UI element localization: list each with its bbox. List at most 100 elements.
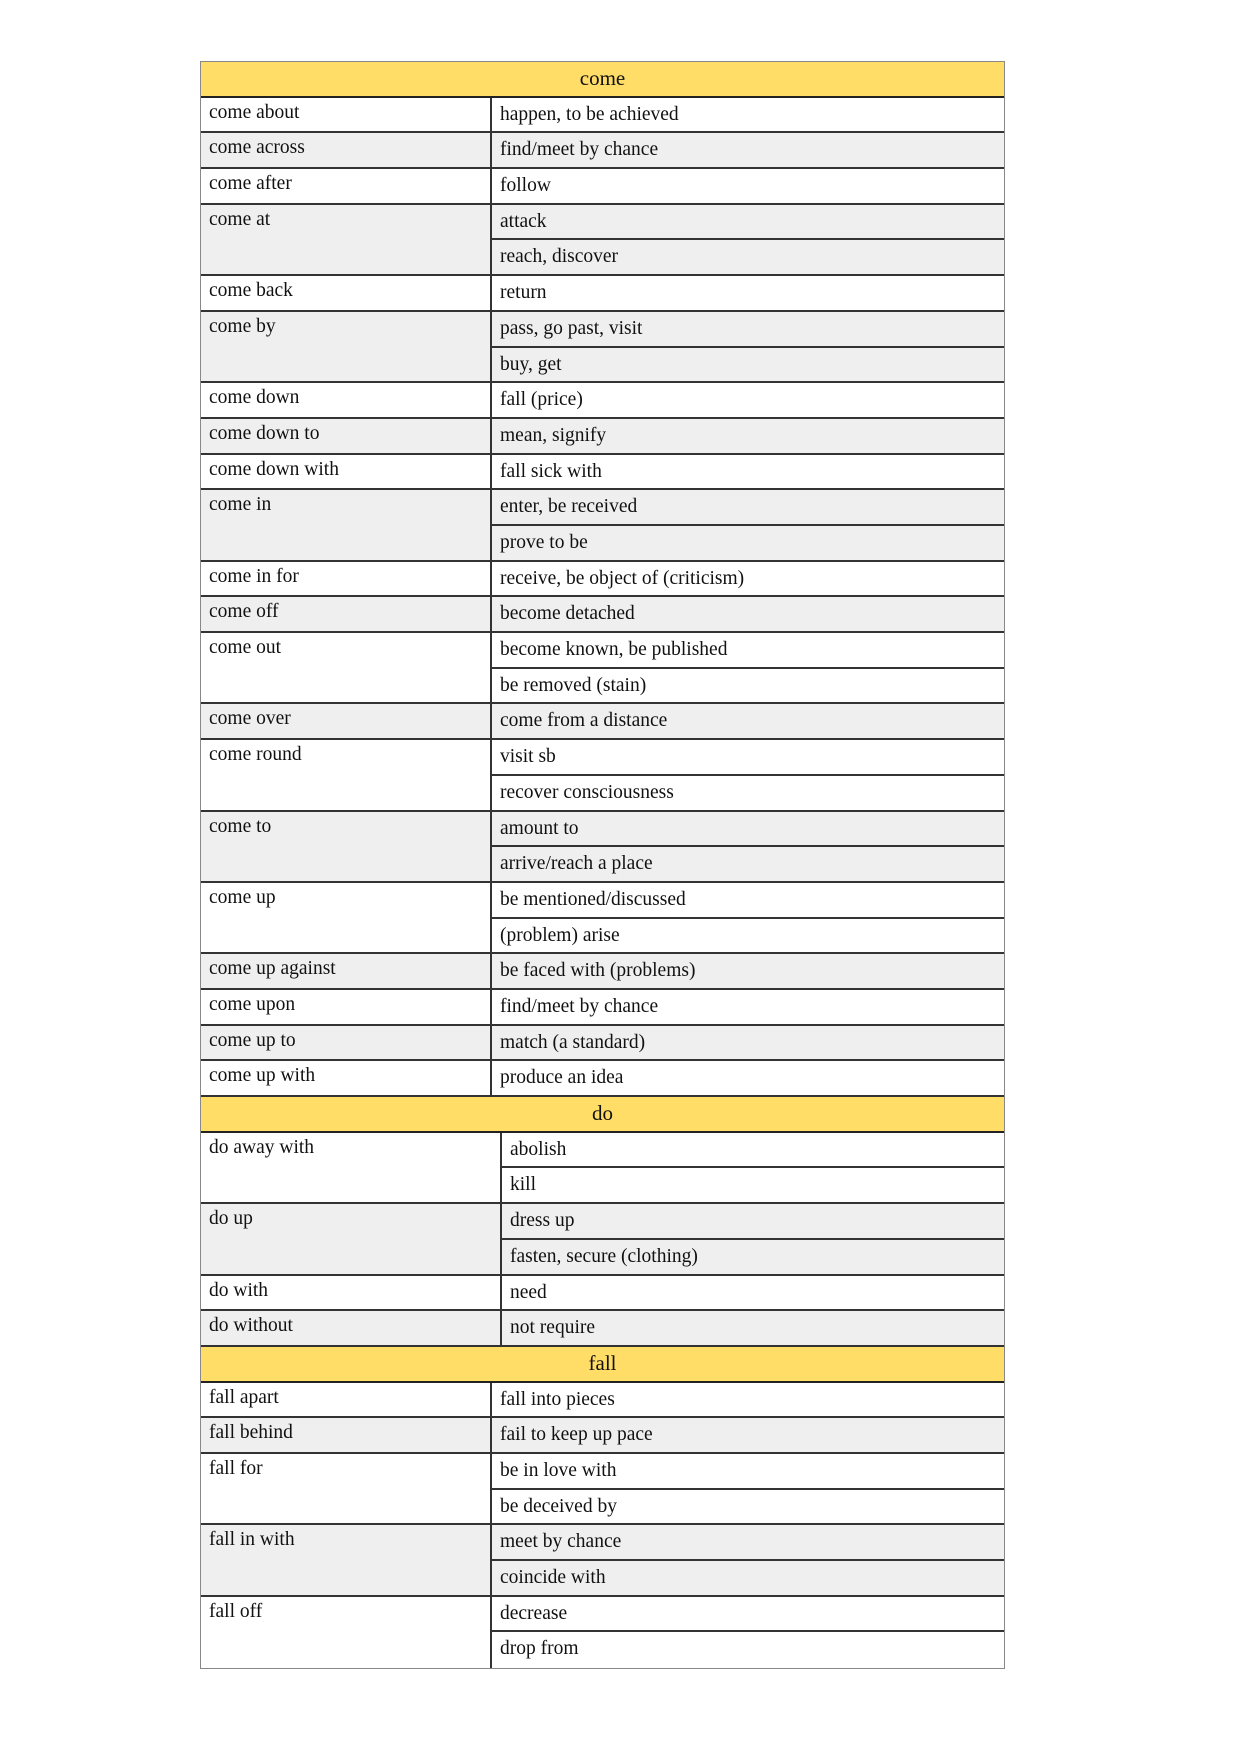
definition: be removed (stain) xyxy=(500,674,647,696)
definition: be faced with (problems) xyxy=(500,960,696,982)
definitions: pass, go past, visit buy, get xyxy=(492,312,1004,381)
table-row: come up be mentioned/discussed (problem) a… xyxy=(201,882,1004,955)
definitions: be mentioned/discussed (problem) arise xyxy=(492,883,1004,952)
definition: fall sick with xyxy=(500,460,602,482)
phrasal-verb: fall behind xyxy=(201,1418,492,1452)
phrasal-verb: come upon xyxy=(201,989,492,1024)
definitions: find/meet by chance xyxy=(492,133,1004,167)
definitions: happen, to be achieved xyxy=(492,98,1004,132)
definition: fasten, secure (clothing) xyxy=(510,1245,698,1267)
phrasal-verb: come off xyxy=(201,597,492,632)
table-row: come over come from a distance xyxy=(201,704,1004,741)
definitions: abolish kill xyxy=(502,1133,1004,1202)
phrasal-verb: do without xyxy=(201,1311,502,1345)
definition: become detached xyxy=(500,603,635,625)
definitions: fall into pieces xyxy=(492,1383,1004,1417)
table-row: fall behind fail to keep up pace xyxy=(201,1418,1004,1454)
definition: match (a standard) xyxy=(500,1031,646,1053)
definitions: decrease drop from xyxy=(492,1597,1004,1668)
phrasal-verb: come to xyxy=(201,811,492,881)
definition: come from a distance xyxy=(500,710,668,732)
definitions: receive, be object of (criticism) xyxy=(492,562,1004,596)
table-row: come upon find/meet by chance xyxy=(201,989,1004,1026)
definitions: fall sick with xyxy=(492,455,1004,489)
definition: visit sb xyxy=(492,740,1004,776)
definition: receive, be object of (criticism) xyxy=(500,567,745,589)
definition: need xyxy=(510,1281,547,1303)
definition: kill xyxy=(510,1174,537,1196)
table-row: fall off decrease drop from xyxy=(201,1596,1004,1669)
definitions: not require xyxy=(502,1311,1004,1345)
definition: amount to xyxy=(492,812,1004,848)
definition: buy, get xyxy=(500,353,562,375)
definitions: return xyxy=(492,276,1004,310)
phrasal-verb: do up xyxy=(201,1204,502,1274)
definition: produce an idea xyxy=(500,1067,624,1089)
phrasal-verb: come after xyxy=(201,169,492,203)
phrasal-verb: come in xyxy=(201,490,492,560)
table-row: come up to match (a standard) xyxy=(201,1025,1004,1062)
definition: find/meet by chance xyxy=(500,995,659,1017)
definition: fall (price) xyxy=(500,389,583,411)
definitions: produce an idea xyxy=(492,1061,1004,1095)
definitions: need xyxy=(502,1276,1004,1310)
definitions: visit sb recover consciousness xyxy=(492,740,1004,809)
table-row: do without not require xyxy=(201,1311,1004,1347)
table-row: fall in with meet by chance coincide with xyxy=(201,1525,1004,1597)
definition: be deceived by xyxy=(500,1495,617,1517)
definition: dress up xyxy=(502,1204,1004,1240)
table-row: do up dress up fasten, secure (clothing) xyxy=(201,1204,1004,1276)
definitions: match (a standard) xyxy=(492,1026,1004,1060)
definition: be mentioned/discussed xyxy=(492,883,1004,919)
definitions: meet by chance coincide with xyxy=(492,1525,1004,1594)
definitions: mean, signify xyxy=(492,419,1004,453)
table-row: fall for be in love with be deceived by xyxy=(201,1453,1004,1526)
table-row: come in for receive, be object of (critic… xyxy=(201,561,1004,598)
phrasal-verb: come up to xyxy=(201,1025,492,1060)
definition: mean, signify xyxy=(500,424,607,446)
definition: fail to keep up pace xyxy=(500,1424,653,1446)
table-row: come down fall (price) xyxy=(201,383,1004,419)
definition: be in love with xyxy=(492,1454,1004,1490)
definition: attack xyxy=(492,205,1004,241)
definitions: enter, be received prove to be xyxy=(492,490,1004,559)
phrasal-verb: come down to xyxy=(201,418,492,453)
definitions: be in love with be deceived by xyxy=(492,1454,1004,1523)
section-header: fall xyxy=(201,1346,1004,1383)
definition: happen, to be achieved xyxy=(500,103,679,125)
definition: coincide with xyxy=(500,1567,606,1589)
phrasal-verb: come in for xyxy=(201,561,492,596)
table-row: come round visit sb recover consciousness xyxy=(201,740,1004,812)
table-row: come up against be faced with (problems) xyxy=(201,954,1004,990)
definition: prove to be xyxy=(500,531,588,553)
table-row: come after follow xyxy=(201,169,1004,205)
phrasal-verb: come round xyxy=(201,740,492,810)
phrasal-verb: come at xyxy=(201,204,492,275)
phrasal-verb: come by xyxy=(201,311,492,382)
table-row: come by pass, go past, visit buy, get xyxy=(201,311,1004,384)
phrasal-verb: do away with xyxy=(201,1132,502,1203)
definition: arrive/reach a place xyxy=(500,853,653,875)
definition: fall into pieces xyxy=(500,1388,615,1410)
phrasal-verb: fall off xyxy=(201,1596,492,1669)
section-header: do xyxy=(201,1097,1004,1133)
table-row: come across find/meet by chance xyxy=(201,133,1004,170)
definition: decrease xyxy=(492,1597,1004,1633)
phrasal-verbs-table: come come about happen, to be achieved come… xyxy=(200,61,1005,1670)
phrasal-verb: come out xyxy=(201,633,492,703)
table-row: come up with produce an idea xyxy=(201,1061,1004,1098)
definitions: amount to arrive/reach a place xyxy=(492,812,1004,881)
section-header: come xyxy=(201,62,1004,98)
definition: recover consciousness xyxy=(500,781,674,803)
phrasal-verb: come across xyxy=(201,133,492,168)
definition: return xyxy=(500,282,547,304)
definitions: dress up fasten, secure (clothing) xyxy=(502,1204,1004,1273)
definition: follow xyxy=(500,175,551,197)
definition: pass, go past, visit xyxy=(492,312,1004,348)
definition: not require xyxy=(510,1317,596,1339)
phrasal-verb: come up xyxy=(201,882,492,953)
definition: become known, be published xyxy=(492,633,1004,669)
table-row: come out become known, be published be rem… xyxy=(201,633,1004,705)
definition: find/meet by chance xyxy=(500,139,659,161)
definitions: come from a distance xyxy=(492,704,1004,738)
